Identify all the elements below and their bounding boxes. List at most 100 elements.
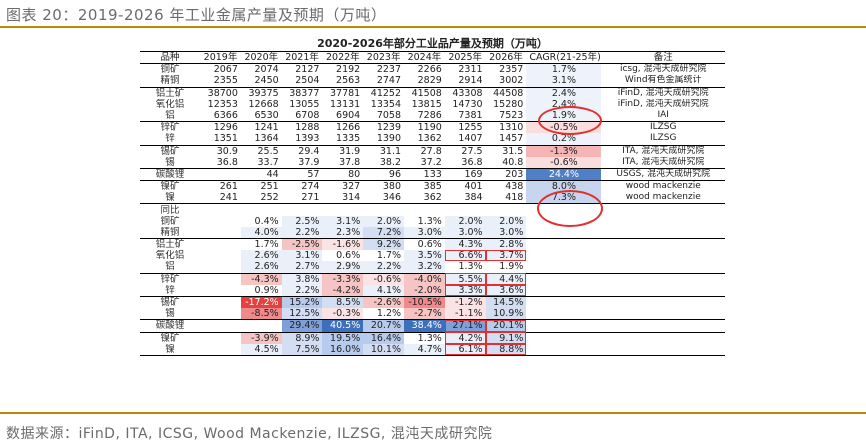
row-name: 锡矿 <box>140 295 201 309</box>
yoy-cell: -4.2% <box>322 284 364 297</box>
empty-cell <box>601 227 725 239</box>
value-cell: 96 <box>363 167 405 181</box>
yoy-cell: 2.8% <box>485 238 527 251</box>
yoy-row: 锌矿 -4.3% 3.8% -3.3% -0.6% -4.0% 5.5% 4.4% <box>140 272 725 285</box>
value-cell: 38377 <box>281 86 323 99</box>
table-row: 锌矿 1296 1241 1288 1266 1239 1190 1255 1310 -0.5% I… <box>140 121 725 134</box>
value-cell: 1457 <box>499 133 524 145</box>
note-cell: USGS, 混沌天成研究院 <box>601 167 725 181</box>
empty-cell <box>200 203 241 216</box>
value-cell: 401 <box>444 180 486 193</box>
yoy-cell: 2.5% <box>281 215 323 227</box>
row-name: 铝土矿 <box>140 86 201 99</box>
value-cell: 12668 <box>248 98 279 110</box>
value-cell: 6708 <box>295 110 320 122</box>
value-cell: 41508 <box>404 86 445 99</box>
yoy-cell: -10.5% <box>404 295 445 309</box>
header-cell: 2024年 <box>404 50 445 65</box>
header-cell: CAGR(21-25年) <box>526 50 602 65</box>
yoy-cell: 0.9% <box>254 284 279 296</box>
value-cell: 2504 <box>295 75 320 87</box>
table-row: 精铜 2355 2450 2504 2563 2747 2829 2914 3002 3.1% Wi… <box>140 75 725 88</box>
value-cell: 13815 <box>411 98 442 110</box>
row-name: 锌矿 <box>140 272 201 285</box>
yoy-row: 锡 -8.5% 12.5% -0.3% 1.2% -2.7% -1.1% 10.9% <box>140 308 725 320</box>
value-cell: 1393 <box>295 133 320 145</box>
value-cell: 2237 <box>376 64 402 76</box>
yoy-cell: 40.5% <box>322 319 364 332</box>
yoy-cell: 2.3% <box>322 226 364 239</box>
source-note: 数据来源：iFinD, ITA, ICSG, Wood Mackenzie, I… <box>6 426 493 442</box>
yoy-cell: 2.6% <box>240 250 282 262</box>
value-cell: 15280 <box>493 98 524 110</box>
header-cell: 2025年 <box>444 50 486 65</box>
yoy-cell: 2.0% <box>444 215 486 227</box>
yoy-cell: 4.2% <box>444 331 486 344</box>
empty-cell <box>404 203 445 216</box>
note-cell: iFinD, 混沌天成研究院 <box>617 98 709 109</box>
yoy-cell: -4.0% <box>404 272 445 285</box>
value-cell: 43308 <box>444 86 486 99</box>
row-name: 精铜 <box>160 75 180 87</box>
note-cell: wood mackenzie <box>625 192 701 203</box>
value-cell: 25.5 <box>240 144 282 157</box>
value-cell: 2192 <box>336 64 361 76</box>
yoy-cell: -3.9% <box>240 331 282 344</box>
yoy-cell: 2.9% <box>322 261 364 274</box>
yoy-cell: 2.2% <box>281 226 323 239</box>
yoy-cell: 1.3% <box>404 331 445 344</box>
value-cell: 12353 <box>207 98 238 110</box>
value-cell: 261 <box>200 180 241 193</box>
value-cell: 44 <box>240 167 282 181</box>
yoy-row: 锌 0.9% 2.2% -4.2% 4.1% -2.0% 3.3% 3.6% <box>140 284 725 297</box>
note-cell: ITA, 混沌天成研究院 <box>601 144 725 157</box>
yoy-cell: 4.5% <box>240 343 282 356</box>
yoy-cell: 2.2% <box>363 261 405 274</box>
value-cell: 41252 <box>363 86 405 99</box>
yoy-cell: 3.1% <box>281 250 323 262</box>
yoy-row: 铝土矿 1.7% -2.5% -1.6% 9.2% 0.6% 4.3% 2.8% <box>140 238 725 251</box>
cagr-cell: 2.4% <box>526 86 602 99</box>
empty-cell <box>601 319 725 332</box>
yoy-cell: 7.5% <box>281 343 323 356</box>
yoy-cell: -1.1% <box>444 308 486 320</box>
row-name: 镍 <box>165 192 175 204</box>
yoy-cell: 16.4% <box>363 331 405 344</box>
empty-cell <box>526 227 601 239</box>
yoy-cell: 1.2% <box>376 308 402 320</box>
row-name: 铝 <box>165 261 175 273</box>
yoy-cell: 1.3% <box>458 261 483 273</box>
empty-cell <box>526 238 602 251</box>
table-row: 氧化铝 12353 12668 13055 13131 13354 13815 14730 15… <box>140 98 725 110</box>
yoy-row: 锡矿 -17.2% 15.2% 8.5% -2.6% -10.5% -1.2% 14.5% <box>140 295 725 309</box>
yoy-cell: 1.3% <box>417 215 442 227</box>
value-cell: 80 <box>322 167 364 181</box>
empty-cell <box>526 295 602 309</box>
value-cell: 362 <box>423 192 442 204</box>
value-cell: 271 <box>301 192 320 204</box>
footer: 数据来源：iFinD, ITA, ICSG, Wood Mackenzie, I… <box>0 412 866 445</box>
yoy-cell: 9.1% <box>485 331 527 344</box>
yoy-cell: 3.8% <box>281 272 323 285</box>
value-cell: 1310 <box>485 121 527 134</box>
value-cell: 1390 <box>376 133 402 145</box>
yoy-cell: 3.2% <box>404 261 445 274</box>
yoy-cell: 3.0% <box>404 226 445 239</box>
figure-title: 图表 20：2019-2026 年工业金属产量及预期（万吨） <box>6 6 387 24</box>
value-cell: 438 <box>485 180 527 193</box>
yoy-cell: 1.7% <box>376 250 402 262</box>
value-cell: 1407 <box>458 133 483 145</box>
yoy-cell: 3.0% <box>485 226 527 239</box>
table-row: 镍 241 252 271 314 346 362 384 418 7.3% wood macken… <box>140 192 725 204</box>
value-cell: 7381 <box>458 110 483 122</box>
yoy-cell: 3.6% <box>485 284 527 297</box>
value-cell: 2357 <box>499 64 524 76</box>
empty-cell <box>444 203 486 216</box>
title-divider <box>0 26 866 28</box>
value-cell: 6366 <box>213 110 238 122</box>
yoy-cell: 0.6% <box>336 250 361 262</box>
yoy-cell <box>200 285 241 297</box>
value-cell: 385 <box>404 180 445 193</box>
yoy-cell: 15.2% <box>281 295 323 309</box>
note-cell: ILZSG <box>601 121 725 134</box>
